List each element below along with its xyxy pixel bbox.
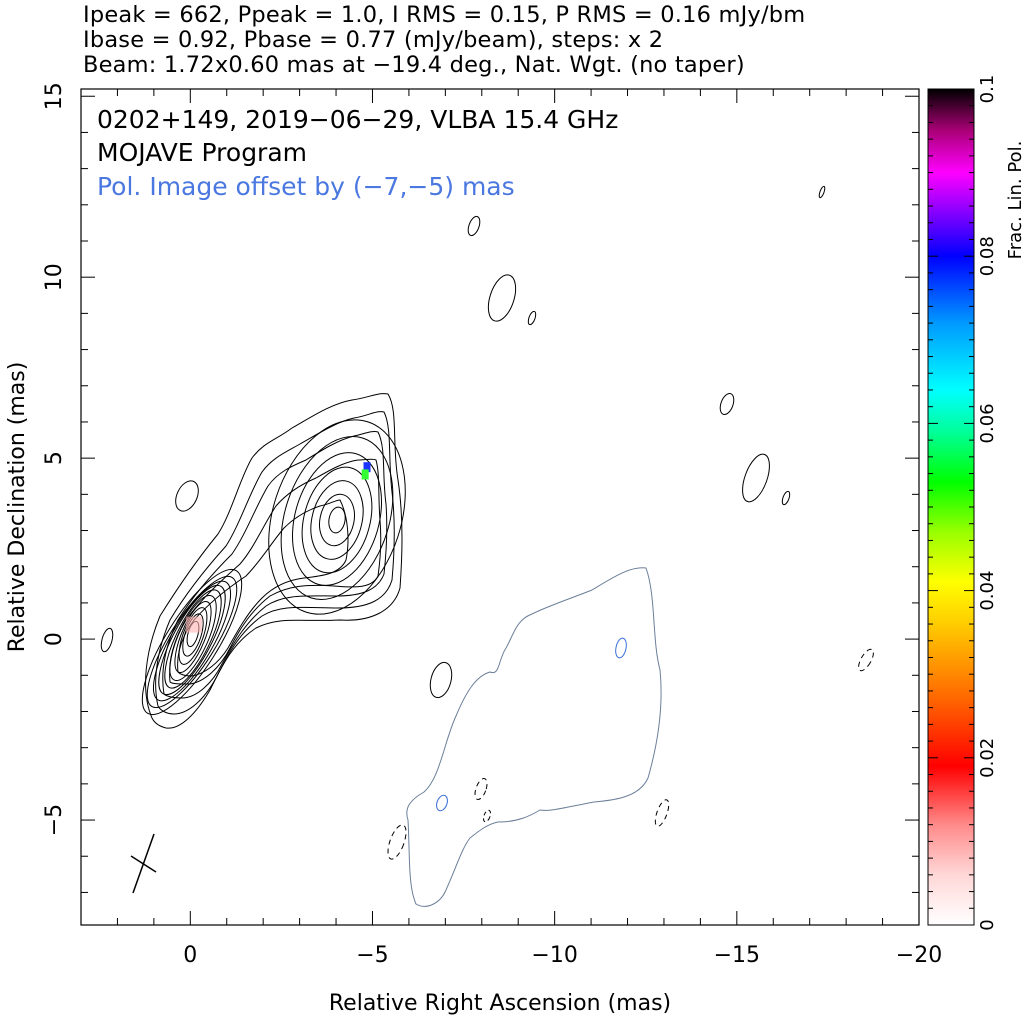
colorbar-tick-label: 0.02 xyxy=(977,738,998,778)
header-line-1: Ipeak = 662, Ppeak = 1.0, I RMS = 0.15, … xyxy=(83,2,806,28)
axis-ticks xyxy=(80,89,920,925)
pol-offset-annotation: Pol. Image offset by (−7,−5) mas xyxy=(97,172,515,201)
y-tick-label: 5 xyxy=(42,451,67,465)
header-line-2: Ibase = 0.92, Pbase = 0.77 (mJy/beam), s… xyxy=(83,27,664,53)
x-tick-label: −20 xyxy=(896,943,942,968)
y-tick-label: −5 xyxy=(42,804,67,836)
x-tick-label: −10 xyxy=(531,943,577,968)
plot-content xyxy=(100,185,874,907)
colorbar-tick-label: 0 xyxy=(977,919,998,930)
colorbar-tick-label: 0.08 xyxy=(977,236,998,276)
knot-contours xyxy=(268,419,406,615)
colorbar-tick-label: 0.06 xyxy=(977,403,998,443)
jet-envelope-contour xyxy=(177,499,349,677)
jet-envelope-contour xyxy=(162,431,388,699)
isolated-contour xyxy=(719,392,735,416)
isolated-contour xyxy=(100,627,114,653)
beam-symbol xyxy=(130,833,157,894)
pol-blue-blob-2 xyxy=(436,794,448,812)
fractional-pol-spots xyxy=(185,462,371,633)
isolated-contour xyxy=(175,480,199,512)
negative-contour xyxy=(387,824,407,860)
isolated-contour xyxy=(467,215,481,237)
isolated-contour xyxy=(429,661,453,699)
plot-frame xyxy=(80,88,920,926)
colorbar-ticks: 0 0.02 0.04 0.06 0.08 0.1 xyxy=(928,75,998,931)
negative-contour xyxy=(858,648,874,672)
chart-title: 0202+149, 2019−06−29, VLBA 15.4 GHz xyxy=(97,105,618,134)
isolated-contour xyxy=(742,453,770,503)
isolated-contour xyxy=(818,185,826,199)
jet-envelope-contour xyxy=(169,458,382,685)
colorbar-tick-label: 0.1 xyxy=(977,75,998,104)
jet-envelope-contour xyxy=(155,411,395,715)
colorbar xyxy=(927,88,975,926)
x-axis-label: Relative Right Ascension (mas) xyxy=(329,991,671,1016)
y-tick-label: 10 xyxy=(42,263,67,291)
axis-tick-labels: 0 −5 −10 −15 −20 −5 0 5 10 15 xyxy=(42,82,942,968)
pol-spot xyxy=(363,462,371,473)
isolated-contour xyxy=(781,490,791,506)
colorbar-tick-label: 0.04 xyxy=(977,571,998,611)
chart-subtitle: MOJAVE Program xyxy=(97,138,307,167)
header-line-3: Beam: 1.72x0.60 mas at −19.4 deg., Nat. … xyxy=(83,52,745,78)
x-tick-label: 0 xyxy=(183,943,197,968)
negative-contour xyxy=(483,809,491,823)
y-tick-label: 0 xyxy=(42,632,67,646)
colorbar-label: Frac. Lin. Pol. xyxy=(1005,141,1026,260)
negative-contour xyxy=(654,799,670,827)
pol-spot xyxy=(185,616,202,633)
y-tick-label: 15 xyxy=(42,82,67,110)
x-tick-label: −5 xyxy=(356,943,388,968)
pol-blue-blob-1 xyxy=(615,637,627,659)
y-axis-label: Relative Declination (mas) xyxy=(5,362,30,653)
negative-contour xyxy=(474,778,488,800)
x-tick-label: −15 xyxy=(714,943,760,968)
isolated-contour xyxy=(527,310,537,326)
core-contours xyxy=(141,568,243,716)
polarization-contour xyxy=(406,567,662,907)
pol-spot xyxy=(361,469,369,480)
isolated-contour xyxy=(487,274,517,322)
